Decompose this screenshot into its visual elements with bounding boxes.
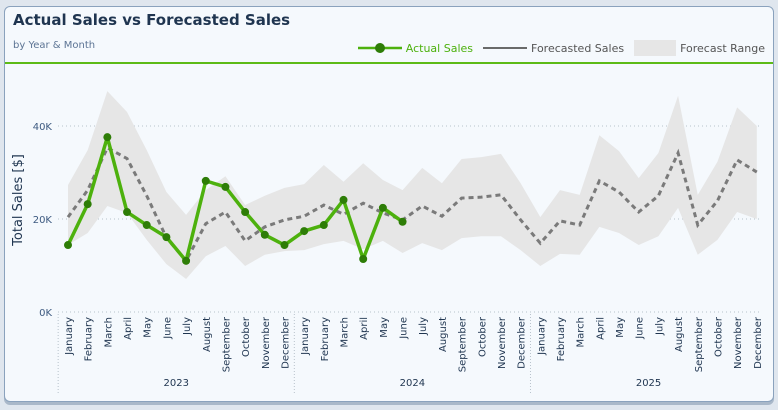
actual-point [201,176,210,185]
x-tick-label: April [359,317,370,340]
actual-point [241,208,250,217]
actual-point [398,217,407,226]
x-tick-label: January [64,317,75,356]
x-tick-label: August [438,317,449,352]
header-divider [5,62,773,64]
actual-point [359,254,368,263]
actual-point [83,200,92,209]
x-tick-label: May [379,317,390,338]
x-year-label: 2024 [400,378,425,389]
actual-point [221,182,230,191]
forecast-line-icon [483,47,528,49]
chart-title: Actual Sales vs Forecasted Sales [13,11,291,29]
actual-point [64,241,72,250]
actual-series [64,133,407,265]
actual-point [182,256,191,265]
forecast-range-area [68,91,757,279]
x-tick-label: June [635,317,646,340]
x-tick-label: May [143,317,154,338]
x-tick-label: December [753,316,764,369]
x-tick-label: June [399,317,410,340]
x-tick-label: September [221,316,232,372]
actual-point [378,203,387,212]
actual-point [280,241,289,250]
x-tick-label: January [300,317,311,356]
x-tick-label: September [458,316,469,372]
x-tick-label: September [694,316,705,372]
x-year-label: 2023 [164,378,189,389]
legend-label-actual: Actual Sales [405,41,474,55]
y-tick-label: 20K [33,215,53,226]
legend-label-range: Forecast Range [680,41,765,55]
x-tick-label: October [477,316,488,357]
x-tick-label: February [320,317,331,361]
x-tick-label: August [202,317,213,352]
legend-item-actual[interactable]: Actual Sales [357,41,474,55]
y-axis-title: Total Sales [$] [11,154,26,247]
x-tick-label: March [340,317,351,347]
x-tick-label: May [615,317,626,338]
x-tick-label: December [280,316,291,369]
x-tick-label: April [595,317,606,340]
x-tick-label: February [556,317,567,361]
actual-point [103,133,112,142]
x-year-label: 2025 [636,378,661,389]
x-tick-label: November [261,316,272,369]
actual-line [66,135,404,263]
x-tick-label: July [182,317,193,336]
y-tick-label: 40K [33,122,53,133]
x-tick-label: November [497,316,508,369]
actual-point [300,227,309,236]
actual-point [260,230,269,239]
x-tick-label: April [123,317,134,340]
x-tick-label: October [713,316,724,357]
x-tick-label: February [84,317,95,361]
legend-item-range[interactable]: Forecast Range [634,40,765,56]
x-tick-label: March [576,317,587,347]
x-tick-label: July [654,317,665,336]
x-tick-label: January [536,317,547,356]
x-tick-label: June [162,317,173,340]
actual-line-marker-icon [357,43,402,53]
legend-item-forecast[interactable]: Forecasted Sales [483,42,624,55]
actual-point [339,195,348,204]
y-tick-label: 0K [39,308,52,319]
x-tick-label: December [517,316,528,369]
chart-subtitle: by Year & Month [13,40,96,51]
x-tick-label: October [241,316,252,357]
x-tick-label: July [418,317,429,336]
legend-label-forecast: Forecasted Sales [531,41,625,55]
x-tick-label: August [674,317,685,352]
actual-point [123,208,132,217]
y-axis: 0K 20K 40K [33,122,53,319]
actual-point [319,221,328,230]
actual-point [142,221,151,230]
x-axis: January February March April May June July Augu… [57,314,764,394]
actual-point [162,233,171,242]
forecast-range-band [68,91,757,279]
range-swatch-icon [634,40,677,56]
legend: Actual Sales Forecasted Sales Forecast R… [348,40,765,56]
x-tick-label: March [103,317,114,347]
x-tick-label: November [733,316,744,369]
